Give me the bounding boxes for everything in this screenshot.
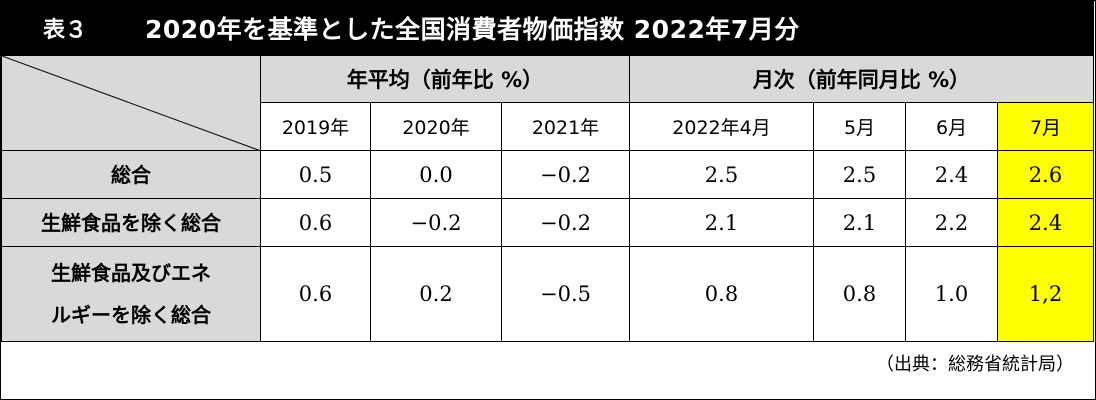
corner-cell xyxy=(1,55,261,151)
row-label-line: ルギーを除く総合 xyxy=(51,303,211,327)
cell-highlighted: 2.6 xyxy=(997,150,1094,199)
cell: −0.2 xyxy=(501,198,630,247)
cell: 2.1 xyxy=(813,198,906,247)
cell: −0.5 xyxy=(501,246,630,342)
monthly-header: 月次（前年同月比 %） xyxy=(629,55,1094,103)
title-bar: 表３ 2020年を基準とした全国消費者物価指数 2022年7月分 xyxy=(1,1,1094,55)
col-header-may: 5月 xyxy=(813,102,906,151)
cell: 1.0 xyxy=(905,246,998,342)
cell: 2.1 xyxy=(629,198,814,247)
table-row: 生鮮食品を除く総合 0.6 −0.2 −0.2 2.1 2.1 2.2 2.4 xyxy=(1,198,1094,247)
col-header-2022-apr: 2022年4月 xyxy=(629,102,814,151)
cell-highlighted: 2.4 xyxy=(997,198,1094,247)
col-header-2019: 2019年 xyxy=(260,102,371,151)
cell: 2.5 xyxy=(813,150,906,199)
cell: 0.8 xyxy=(813,246,906,342)
col-header-2021: 2021年 xyxy=(501,102,630,151)
cell: 0.6 xyxy=(260,246,371,342)
row-label-overall: 総合 xyxy=(1,150,261,199)
cell: 2.5 xyxy=(629,150,814,199)
cell: 0.0 xyxy=(370,150,502,199)
cell-highlighted: 1,2 xyxy=(997,246,1094,342)
source-note: （出典：総務省統計局） xyxy=(876,354,1074,375)
cell: 0.5 xyxy=(260,150,371,199)
row-label-line: 生鮮食品及びエネ xyxy=(51,261,211,285)
col-header-2020: 2020年 xyxy=(370,102,502,151)
annual-average-header: 年平均（前年比 %） xyxy=(260,55,630,103)
cell: 2.2 xyxy=(905,198,998,247)
table-title: 2020年を基準とした全国消費者物価指数 2022年7月分 xyxy=(145,15,800,44)
cpi-table: 年平均（前年比 %） 月次（前年同月比 %） 2019年 2020年 2021年… xyxy=(1,55,1094,342)
cell: −0.2 xyxy=(370,198,502,247)
cell: 0.2 xyxy=(370,246,502,342)
row-label-core: 生鮮食品を除く総合 xyxy=(1,198,261,247)
cell: 0.8 xyxy=(629,246,814,342)
diagonal-line-icon xyxy=(2,56,261,151)
table-row: 生鮮食品及びエネ ルギーを除く総合 0.6 0.2 −0.5 0.8 0.8 1… xyxy=(1,246,1094,342)
table-number-label: 表３ xyxy=(43,18,88,43)
cell: 0.6 xyxy=(260,198,371,247)
col-header-jun: 6月 xyxy=(905,102,998,151)
row-label-core-core: 生鮮食品及びエネ ルギーを除く総合 xyxy=(1,246,261,342)
cell: 2.4 xyxy=(905,150,998,199)
col-header-jul: 7月 xyxy=(997,102,1094,151)
table-row: 総合 0.5 0.0 −0.2 2.5 2.5 2.4 2.6 xyxy=(1,150,1094,199)
cell: −0.2 xyxy=(501,150,630,199)
